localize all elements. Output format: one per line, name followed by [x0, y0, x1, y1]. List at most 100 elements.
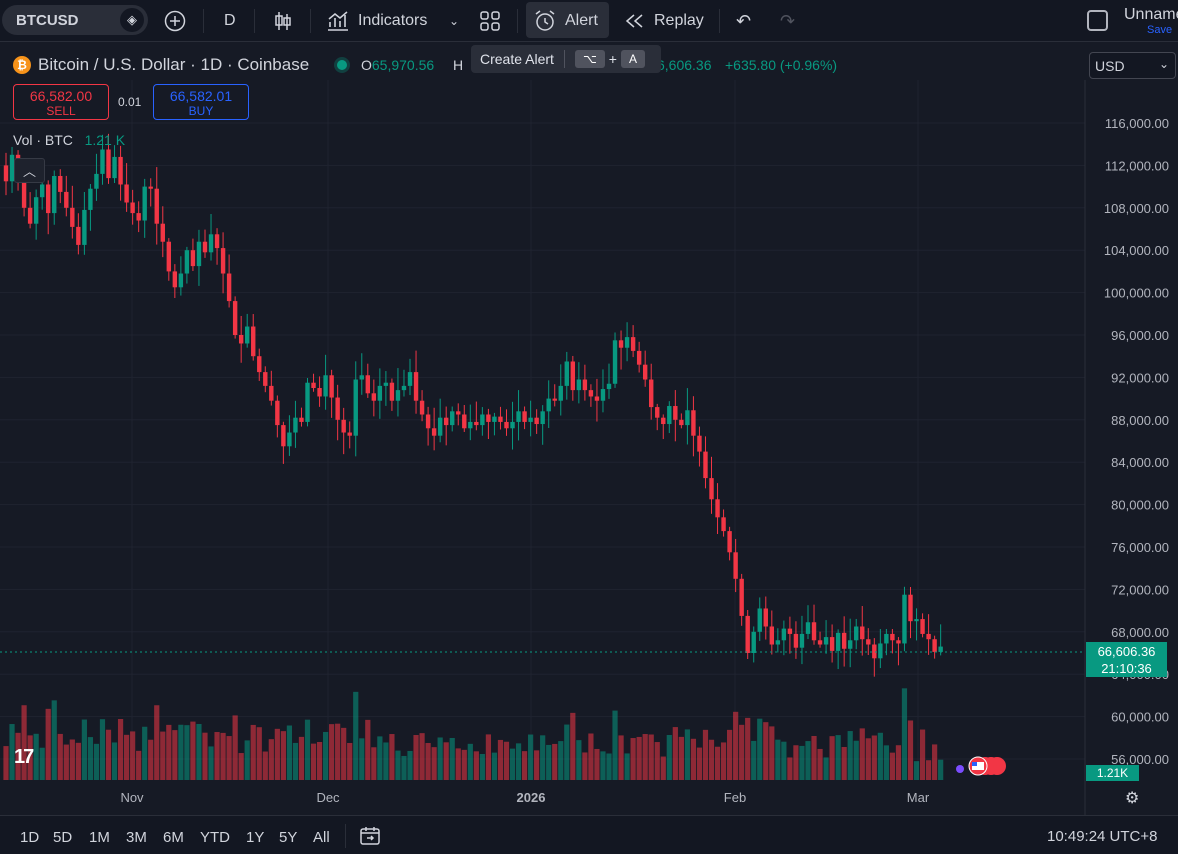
collapse-legend-button[interactable]: ︿ [14, 158, 45, 183]
volume-bar [21, 705, 27, 780]
candle [88, 184, 93, 231]
volume-bar [51, 700, 57, 780]
layouts-button[interactable] [479, 0, 501, 42]
replay-button[interactable]: Replay [624, 0, 704, 42]
chart-type-button[interactable] [273, 0, 293, 42]
undo-button[interactable]: ↶ [736, 0, 751, 42]
volume-bar [359, 738, 365, 780]
range-6m[interactable]: 6M [163, 829, 184, 846]
candle [805, 605, 811, 640]
clock[interactable]: 10:49:24 UTC+8 [1047, 828, 1158, 845]
candle [184, 246, 190, 284]
range-ytd[interactable]: YTD [200, 829, 230, 846]
volume-bar [449, 737, 455, 780]
volume-legend[interactable]: Vol · BTC 1.21 K [13, 132, 126, 148]
range-5y[interactable]: 5Y [279, 829, 298, 846]
tooltip-text: Create Alert [480, 51, 554, 67]
create-alert-tooltip: Create Alert ⌥ + A [471, 45, 661, 73]
buy-button[interactable]: 66,582.01 BUY [153, 84, 249, 120]
ohlc-close: 6,606.36 [657, 57, 712, 73]
volume-bar [720, 742, 727, 780]
layout-name[interactable]: Unnamed [1124, 6, 1178, 23]
candle [661, 414, 666, 440]
symbol-title[interactable]: Bitcoin / U.S. Dollar · 1D · Coinbase [38, 55, 310, 74]
range-5d[interactable]: 5D [53, 829, 73, 846]
redo-button[interactable]: ↷ [780, 0, 795, 42]
sell-button[interactable]: 66,582.00 SELL [13, 84, 109, 120]
symbol-search-button[interactable]: BTCUSD ◈ [2, 5, 148, 35]
volume-bar [895, 745, 902, 780]
range-1m[interactable]: 1M [89, 829, 110, 846]
candle [347, 421, 352, 449]
currency-select[interactable]: USD ⌄ [1089, 52, 1176, 79]
volume-bar [521, 751, 528, 780]
volume-bar [93, 743, 100, 780]
goto-date-icon[interactable] [358, 824, 382, 848]
volume-bar [594, 748, 600, 780]
volume-bar [871, 735, 877, 780]
interval-button[interactable]: D [224, 0, 236, 42]
volume-bar [292, 742, 299, 780]
volume-bar [606, 753, 612, 780]
candle [691, 396, 696, 457]
save-link[interactable]: Save [1147, 24, 1173, 36]
volume-bar [787, 757, 793, 780]
candle [142, 178, 147, 238]
volume-bar [196, 723, 202, 780]
price-axis-label: 92,000.00 [1111, 370, 1169, 385]
volume-bar [220, 732, 226, 780]
volume-bar [925, 760, 932, 780]
candle [739, 573, 744, 626]
volume-bar [528, 734, 534, 780]
candle [281, 421, 286, 464]
candle [46, 180, 51, 235]
volume-bar [546, 744, 552, 780]
alert-button[interactable]: Alert [533, 0, 598, 42]
candle [558, 364, 563, 416]
layout-checkbox[interactable] [1087, 10, 1108, 31]
volume-bar [304, 719, 311, 780]
settings-gear-icon[interactable]: ⚙ [1125, 790, 1140, 807]
indicators-dropdown-icon[interactable]: ⌄ [449, 14, 460, 28]
volume-bar [75, 742, 81, 780]
time-axis-label: Feb [724, 790, 746, 805]
candle [872, 638, 877, 677]
volume-bar [154, 705, 160, 780]
candle [618, 330, 624, 370]
volume-bar [105, 729, 112, 780]
range-all[interactable]: All [313, 829, 330, 846]
candle [878, 629, 883, 669]
candle [588, 384, 594, 407]
alert-button-bg[interactable] [526, 2, 609, 38]
indicators-button[interactable]: Indicators [326, 0, 427, 42]
candle [238, 315, 244, 363]
volume-bar [654, 742, 660, 780]
volume-bar [124, 734, 130, 780]
candle [383, 371, 389, 406]
volume-bar [473, 751, 479, 780]
range-3m[interactable]: 3M [126, 829, 147, 846]
candle [64, 175, 69, 217]
candle [52, 170, 57, 225]
volume-bar [739, 724, 745, 780]
range-1d[interactable]: 1D [20, 829, 40, 846]
candle [431, 407, 437, 451]
candle [124, 163, 129, 212]
candle [371, 379, 377, 417]
price-chart[interactable]: 116,000.00 112,000.00 108,000.00 104,000.00… [0, 42, 1178, 815]
volume-bar [932, 744, 938, 780]
candle [576, 362, 582, 404]
events-icon[interactable] [952, 754, 1012, 778]
ohlc-high-label: H [453, 57, 464, 73]
candle [685, 388, 690, 445]
compare-button[interactable] [164, 0, 186, 42]
buy-label: BUY [188, 104, 214, 118]
toolbar-separator [254, 9, 255, 33]
volume-bar [678, 736, 684, 780]
shield-icon[interactable]: ◈ [120, 8, 144, 32]
volume-bar [883, 745, 889, 780]
candle [293, 400, 298, 448]
range-1y[interactable]: 1Y [246, 829, 265, 846]
volume-bar [87, 737, 94, 780]
volume-bar [684, 729, 690, 780]
